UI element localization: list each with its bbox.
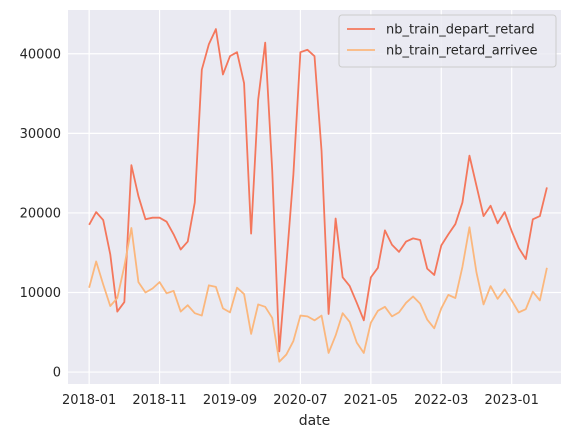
x-tick-label: 2018-11 — [132, 393, 186, 408]
legend-label: nb_train_retard_arrivee — [386, 44, 537, 59]
y-tick-label: 0 — [53, 366, 61, 381]
x-tick-label: 2023-01 — [485, 393, 539, 408]
x-tick-label: 2018-01 — [62, 393, 116, 408]
x-tick-label: 2020-07 — [273, 393, 327, 408]
x-axis-ticks: 2018-01 2018-11 2019-09 2020-07 2021-05 2022-… — [62, 393, 539, 408]
y-tick-label: 10000 — [20, 286, 61, 301]
legend: nb_train_depart_retard nb_train_retard_ar… — [339, 15, 556, 67]
y-tick-label: 40000 — [20, 47, 61, 62]
y-tick-label: 20000 — [20, 206, 61, 221]
x-tick-label: 2022-03 — [414, 393, 468, 408]
y-axis-ticks: 0 10000 20000 30000 40000 — [20, 47, 61, 380]
legend-label: nb_train_depart_retard — [386, 23, 535, 38]
x-tick-label: 2019-09 — [203, 393, 257, 408]
y-tick-label: 30000 — [20, 127, 61, 142]
x-axis-label: date — [299, 413, 331, 429]
x-tick-label: 2021-05 — [344, 393, 398, 408]
